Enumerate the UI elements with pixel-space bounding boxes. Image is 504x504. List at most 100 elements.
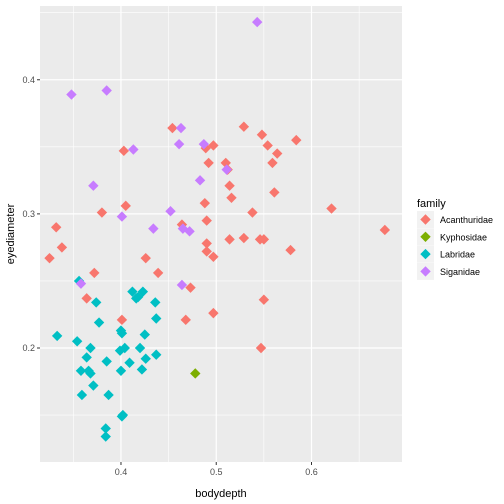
point-acanthuridae — [152, 267, 164, 279]
point-acanthuridae — [167, 122, 178, 134]
point-acanthuridae — [180, 314, 191, 326]
point-siganidae — [66, 89, 77, 100]
point-acanthuridae — [96, 207, 108, 218]
point-acanthuridae — [247, 207, 258, 218]
point-acanthuridae — [118, 145, 130, 157]
legend-label-siganidae: Siganidae — [440, 267, 480, 277]
x-tick-label: 0.5 — [210, 467, 223, 477]
point-acanthuridae — [238, 121, 250, 132]
point-labridae — [151, 313, 162, 324]
point-acanthuridae — [199, 197, 211, 209]
point-labridae — [91, 297, 102, 308]
point-acanthuridae — [379, 224, 391, 236]
point-acanthuridae — [224, 234, 235, 245]
legend-label-kyphosidae: Kyphosidae — [440, 232, 487, 242]
point-siganidae — [101, 85, 112, 96]
point-acanthuridae — [50, 222, 62, 233]
point-labridae — [150, 297, 161, 308]
point-acanthuridae — [272, 148, 283, 159]
point-labridae — [116, 328, 128, 339]
y-tick-label: 0.2 — [22, 343, 35, 353]
point-labridae — [75, 365, 87, 376]
point-siganidae — [173, 138, 185, 150]
point-labridae — [119, 342, 130, 354]
point-siganidae — [184, 226, 195, 237]
y-tick-label: 0.4 — [22, 75, 35, 85]
point-acanthuridae — [256, 129, 268, 140]
point-acanthuridae — [226, 192, 237, 203]
point-acanthuridae — [224, 180, 235, 191]
point-acanthuridae — [208, 140, 219, 151]
point-siganidae — [128, 144, 139, 155]
point-labridae — [93, 317, 105, 328]
point-labridae — [100, 423, 111, 434]
point-acanthuridae — [267, 157, 278, 169]
x-tick-label: 0.6 — [305, 467, 318, 477]
point-acanthuridae — [185, 282, 196, 293]
point-labridae — [140, 353, 151, 364]
x-axis: 0.4 0.5 0.6 — [115, 462, 318, 477]
point-labridae — [71, 336, 83, 347]
y-tick-label: 0.3 — [22, 209, 35, 219]
data-points — [44, 16, 391, 442]
point-acanthuridae — [44, 252, 55, 264]
point-labridae — [136, 364, 148, 375]
point-siganidae — [221, 164, 232, 175]
point-labridae — [103, 389, 114, 401]
point-acanthuridae — [255, 342, 267, 354]
point-acanthuridae — [238, 232, 250, 244]
point-labridae — [115, 365, 127, 376]
legend-symbol-acanthuridae — [420, 214, 431, 225]
point-acanthuridae — [81, 293, 92, 304]
legend-symbol-kyphosidae — [420, 231, 431, 242]
point-siganidae — [116, 211, 128, 222]
point-acanthuridae — [201, 238, 212, 249]
point-labridae — [85, 342, 96, 354]
point-acanthuridae — [291, 134, 302, 146]
point-acanthuridae — [269, 187, 280, 198]
point-labridae — [100, 431, 111, 442]
point-acanthuridae — [326, 203, 337, 214]
point-siganidae — [198, 138, 210, 150]
point-acanthuridae — [120, 200, 131, 212]
legend-label-acanthuridae: Acanthuridae — [440, 215, 493, 225]
point-acanthuridae — [201, 246, 212, 257]
point-acanthuridae — [258, 294, 270, 305]
plot-panel — [40, 6, 402, 462]
point-acanthuridae — [140, 252, 151, 264]
y-axis: 0.2 0.3 0.4 — [22, 75, 40, 353]
point-acanthuridae — [208, 251, 219, 262]
legend-symbol-siganidae — [420, 266, 431, 277]
point-acanthuridae — [258, 234, 270, 245]
point-siganidae — [88, 180, 99, 191]
grid-major — [40, 6, 402, 462]
legend-title: family — [417, 198, 446, 210]
point-labridae — [117, 409, 129, 421]
point-siganidae — [75, 278, 87, 289]
legend-symbol-labridae — [420, 248, 431, 260]
point-labridae — [139, 329, 150, 340]
point-kyphosidae — [190, 368, 201, 379]
point-acanthuridae — [203, 157, 214, 169]
point-siganidae — [165, 206, 176, 217]
point-siganidae — [252, 16, 263, 28]
point-labridae — [134, 342, 146, 354]
point-labridae — [88, 380, 99, 391]
point-siganidae — [194, 175, 206, 186]
x-tick-label: 0.4 — [115, 467, 128, 477]
y-axis-title: eyediameter — [5, 203, 17, 264]
point-siganidae — [176, 279, 188, 291]
point-siganidae — [148, 223, 159, 234]
point-labridae — [85, 368, 96, 379]
point-labridae — [127, 286, 138, 297]
grid-minor — [40, 6, 402, 462]
point-labridae — [101, 356, 112, 367]
point-labridae — [81, 352, 92, 363]
legend: family Acanthuridae Kyphosidae Labridae Sig… — [417, 198, 493, 280]
point-siganidae — [175, 122, 187, 134]
point-labridae — [151, 349, 162, 360]
point-acanthuridae — [89, 267, 100, 279]
point-acanthuridae — [208, 307, 219, 319]
point-acanthuridae — [262, 140, 273, 151]
point-acanthuridae — [56, 242, 68, 253]
